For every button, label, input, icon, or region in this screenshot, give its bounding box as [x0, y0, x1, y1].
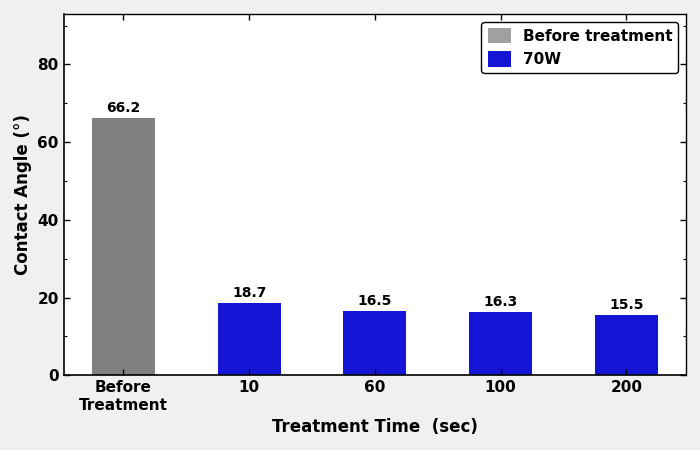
Text: 16.3: 16.3 — [484, 295, 518, 309]
Bar — [92, 118, 155, 375]
Text: 66.2: 66.2 — [106, 101, 141, 115]
Text: 15.5: 15.5 — [609, 298, 643, 312]
X-axis label: Treatment Time  (sec): Treatment Time (sec) — [272, 418, 478, 436]
Bar — [218, 302, 281, 375]
Bar — [469, 312, 532, 375]
Y-axis label: Contact Angle (°): Contact Angle (°) — [14, 114, 32, 275]
Text: 16.5: 16.5 — [358, 294, 392, 308]
Text: 18.7: 18.7 — [232, 285, 266, 300]
Bar — [344, 311, 406, 375]
Legend: Before treatment, 70W: Before treatment, 70W — [482, 22, 678, 73]
Bar — [595, 315, 658, 375]
